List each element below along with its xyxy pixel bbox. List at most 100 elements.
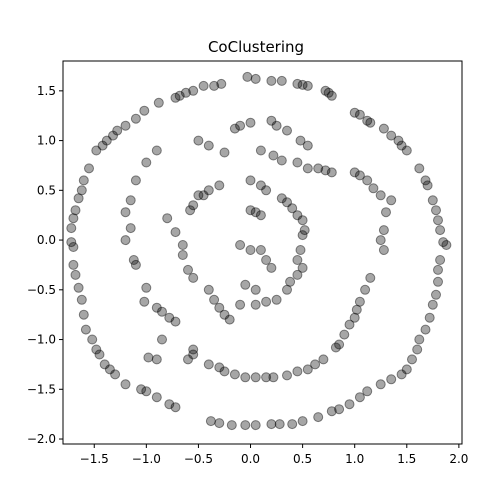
scatter-point [170, 402, 181, 413]
scatter-point [235, 120, 246, 131]
scatter-point [362, 115, 373, 126]
scatter-point [68, 213, 79, 224]
scatter-point [250, 207, 261, 218]
scatter-point [365, 117, 376, 128]
scatter-point [143, 352, 154, 363]
scatter-point [326, 167, 337, 178]
scatter-point [198, 80, 209, 91]
scatter-point [185, 205, 196, 216]
scatter-point [326, 406, 337, 417]
scatter-point [170, 316, 181, 327]
scatter-point [108, 130, 118, 141]
scatter-point [433, 276, 443, 287]
scatter-point [435, 255, 446, 265]
scatter-point [295, 135, 306, 146]
scatter-point [441, 240, 452, 250]
scatter-point [420, 175, 431, 186]
scatter-point [250, 299, 261, 310]
scatter-point [214, 362, 225, 373]
x-tick-label: 1.5 [397, 452, 416, 466]
scatter-point [261, 255, 272, 265]
scatter-point [68, 242, 79, 252]
scatter-point [349, 107, 360, 118]
scatter-point [255, 145, 266, 156]
x-tick-label: 1.0 [345, 452, 364, 466]
scatter-point [375, 379, 386, 390]
scatter-point [438, 237, 449, 248]
scatter-point [177, 240, 188, 250]
scatter-point [431, 205, 441, 216]
scatter-point [153, 97, 164, 108]
scatter-point [219, 366, 230, 377]
scatter-point [203, 359, 214, 370]
scatter-point [250, 420, 261, 431]
scatter-point [349, 167, 360, 178]
scatter-point [292, 366, 303, 377]
scatter-point [276, 193, 287, 204]
scatter-point [151, 145, 162, 156]
scatter-point [240, 372, 251, 383]
scatter-point [302, 364, 313, 375]
scatter-point [193, 135, 204, 146]
scatter-point [330, 342, 341, 353]
scatter-point [73, 282, 84, 293]
x-tick-label: −1.5 [80, 452, 109, 466]
scatter-point [401, 145, 412, 156]
scatter-point [268, 150, 279, 161]
scatter-point [313, 412, 324, 423]
scatter-point [198, 190, 209, 201]
scatter-point [378, 225, 389, 236]
scatter-point [80, 324, 91, 335]
scatter-point [226, 420, 237, 431]
scatter-point [188, 200, 199, 211]
scatter-point [177, 250, 188, 260]
scatter-point [84, 163, 94, 174]
y-tick-label: −0.5 [27, 283, 56, 297]
scatter-point [245, 117, 256, 128]
scatter-point [360, 284, 371, 295]
scatter-point [240, 420, 251, 431]
scatter-point [318, 354, 329, 365]
scatter-point [164, 399, 175, 410]
points-layer [66, 71, 452, 431]
x-tick-label: 0.5 [293, 452, 312, 466]
scatter-point [209, 80, 220, 91]
scatter-point [94, 349, 105, 360]
y-tick-label: −1.0 [27, 333, 56, 347]
scatter-point [104, 364, 115, 375]
y-tick-label: 1.5 [37, 84, 56, 98]
scatter-point [203, 185, 214, 196]
scatter-point [188, 272, 199, 283]
scatter-point [375, 235, 386, 246]
scatter-point [401, 364, 412, 375]
scatter-point [235, 299, 246, 310]
scatter-point [66, 237, 77, 248]
scatter-point [295, 245, 306, 255]
scatter-point [365, 272, 376, 283]
scatter-point [292, 78, 303, 89]
scatter-point [91, 344, 102, 355]
scatter-point [362, 175, 373, 186]
scatter-point [266, 115, 277, 126]
scatter-point [68, 259, 79, 270]
scatter-point [386, 130, 397, 141]
scatter-point [203, 284, 214, 295]
scatter-point [334, 339, 345, 350]
scatter-point [235, 240, 246, 250]
scatter-point [214, 418, 225, 429]
scatter-point [157, 306, 167, 317]
scatter-point [313, 163, 324, 174]
scatter-point [141, 386, 152, 397]
scatter-point [101, 135, 112, 146]
scatter-point [412, 344, 423, 355]
scatter-point [396, 140, 407, 151]
scatter-point [386, 195, 397, 206]
scatter-point [274, 419, 285, 430]
scatter-point [292, 210, 303, 221]
scatter-point [323, 87, 334, 98]
scatter-point [180, 87, 191, 98]
y-tick-label: 0.5 [37, 183, 56, 197]
scatter-point [170, 92, 181, 103]
scatter-point [427, 195, 438, 206]
y-tick-label: 1.0 [37, 134, 56, 148]
